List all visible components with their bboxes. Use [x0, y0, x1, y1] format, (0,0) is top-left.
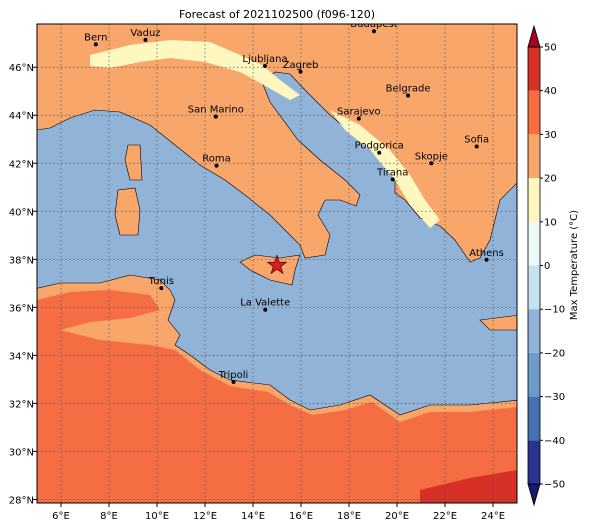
city-label: Tripoli	[218, 370, 249, 381]
city-dot	[377, 150, 382, 155]
colorbar-tick-label: −50	[544, 480, 565, 491]
x-tick-label: 22°E	[433, 511, 457, 522]
y-tick-label: 32°N	[9, 399, 34, 410]
city-dot	[263, 64, 267, 69]
colorbar-segment	[528, 440, 540, 484]
city-label: Budapest	[350, 19, 397, 30]
y-tick-label: 46°N	[9, 63, 34, 74]
y-tick-label: 36°N	[9, 303, 34, 314]
colorbar: −50 −40 −30 −20 −10 0 10 20 30 40 50	[527, 24, 565, 507]
colorbar-segment	[528, 134, 540, 179]
colorbar-segment	[528, 396, 540, 441]
city-dot	[429, 161, 434, 166]
city-dot	[356, 116, 361, 121]
europe	[37, 24, 517, 263]
city-label: Tunis	[148, 276, 174, 287]
colorbar-tick-label: 50	[544, 43, 557, 54]
y-tick-label: 42°N	[9, 159, 34, 170]
colorbar-segment	[528, 90, 540, 135]
y-tick-label: 28°N	[9, 495, 34, 506]
colorbar-segment	[528, 178, 540, 222]
colorbar-label: Max Temperature (°C)	[569, 210, 580, 320]
city-dot	[93, 42, 98, 47]
y-tick-label: 30°N	[9, 447, 34, 458]
y-tick-label: 44°N	[9, 111, 34, 122]
map-frame	[36, 23, 518, 504]
colorbar-segment	[528, 352, 540, 397]
city-label: Vaduz	[130, 28, 160, 39]
city-dot	[298, 69, 303, 74]
city-dot	[484, 257, 489, 262]
city-dot	[231, 379, 236, 384]
africa-hot	[37, 290, 517, 503]
colorbar-tick-label: −30	[544, 392, 565, 403]
anatolia	[479, 315, 517, 331]
colorbar-tick-label: 0	[544, 261, 550, 272]
city-dot	[390, 177, 395, 182]
x-tick-label: 10°E	[145, 511, 169, 522]
africa-hottest	[420, 470, 517, 503]
colorbar-segment	[528, 309, 540, 353]
colorbar-tick-label: 20	[544, 174, 557, 185]
x-tick-label: 24°E	[481, 511, 505, 522]
city-label: Ljubljana	[242, 54, 287, 65]
city-label: Sofia	[464, 134, 489, 145]
city-dot	[474, 144, 479, 149]
city-label: Roma	[202, 154, 231, 165]
city-dot	[214, 163, 219, 168]
city-dot	[263, 307, 268, 312]
colorbar-tick-label: 10	[544, 217, 557, 228]
axes: 6°E 8°E 10°E 12°E 14°E 16°E 18°E 20°E 22°E 24°E 28…	[9, 63, 505, 522]
x-tick-label: 8°E	[100, 511, 118, 522]
colorbar-tick-label: 40	[544, 86, 557, 97]
city-dot	[143, 37, 148, 42]
colorbar-under	[527, 483, 541, 507]
city-label: Athens	[469, 248, 504, 259]
colorbar-over	[527, 24, 541, 48]
x-tick-label: 14°E	[241, 511, 265, 522]
colorbar-segment	[528, 221, 540, 266]
x-tick-label: 6°E	[52, 511, 70, 522]
y-tick-label: 34°N	[9, 351, 34, 362]
colorbar-tick-label: −20	[544, 348, 565, 359]
city-label: La Valette	[240, 298, 290, 309]
title: Forecast of 2021102500 (f096-120)	[179, 8, 375, 21]
colorbar-segment	[528, 265, 540, 310]
city-dot	[213, 114, 218, 119]
colorbar-segment	[528, 47, 540, 91]
dinaric-band	[330, 110, 440, 228]
star-marker	[266, 254, 288, 275]
city-label: Sarajevo	[337, 107, 381, 118]
city-label: Zagreb	[283, 60, 319, 71]
corsica	[124, 144, 143, 181]
x-tick-label: 12°E	[193, 511, 217, 522]
city-label: Bern	[84, 32, 107, 43]
city-label: Tirana	[376, 167, 408, 178]
city-dot	[406, 93, 411, 98]
city-label: Skopje	[415, 151, 448, 162]
city-label: Belgrade	[386, 84, 431, 95]
x-tick-label: 16°E	[289, 511, 313, 522]
y-tick-label: 40°N	[9, 207, 34, 218]
city-label: San Marino	[188, 105, 244, 116]
city-dot	[159, 286, 164, 291]
colorbar-tick-label: −10	[544, 305, 565, 316]
y-tick-label: 38°N	[9, 255, 34, 266]
city-dot	[371, 29, 376, 34]
x-tick-label: 18°E	[337, 511, 361, 522]
alps-band	[90, 40, 300, 100]
sardinia	[114, 187, 141, 236]
colorbar-tick-label: −40	[544, 436, 565, 447]
x-tick-label: 20°E	[385, 511, 409, 522]
colorbar-tick-label: 30	[544, 130, 557, 141]
city-label: Podgorica	[355, 141, 404, 152]
